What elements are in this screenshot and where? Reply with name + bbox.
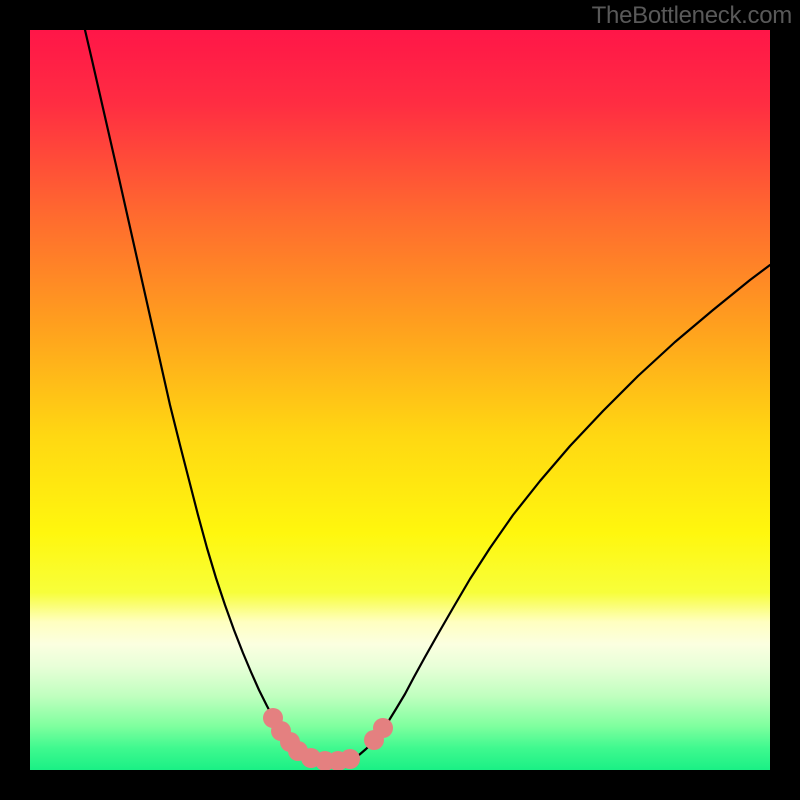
curve-marker: [340, 749, 360, 769]
watermark-text: TheBottleneck.com: [592, 2, 792, 30]
gradient-background: [30, 30, 770, 770]
curve-marker: [373, 718, 393, 738]
bottleneck-chart: [30, 30, 770, 770]
chart-svg: [30, 30, 770, 770]
